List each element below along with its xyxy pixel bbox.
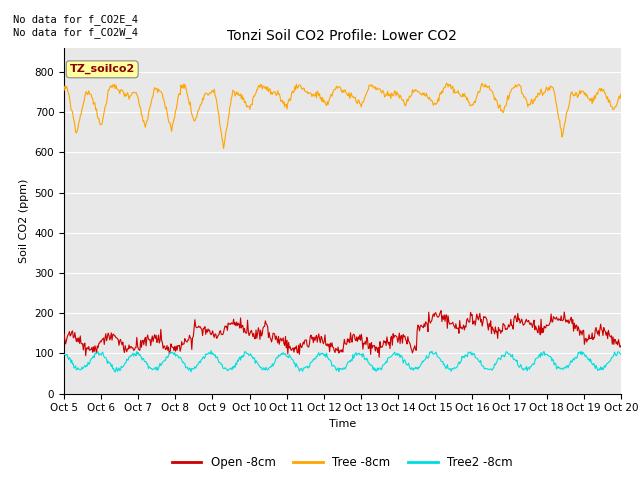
Legend: Open -8cm, Tree -8cm, Tree2 -8cm: Open -8cm, Tree -8cm, Tree2 -8cm bbox=[167, 451, 518, 474]
Text: No data for f_CO2E_4
No data for f_CO2W_4: No data for f_CO2E_4 No data for f_CO2W_… bbox=[13, 14, 138, 38]
Text: TZ_soilco2: TZ_soilco2 bbox=[70, 64, 135, 74]
Y-axis label: Soil CO2 (ppm): Soil CO2 (ppm) bbox=[19, 179, 29, 263]
X-axis label: Time: Time bbox=[329, 419, 356, 429]
Title: Tonzi Soil CO2 Profile: Lower CO2: Tonzi Soil CO2 Profile: Lower CO2 bbox=[227, 29, 458, 43]
